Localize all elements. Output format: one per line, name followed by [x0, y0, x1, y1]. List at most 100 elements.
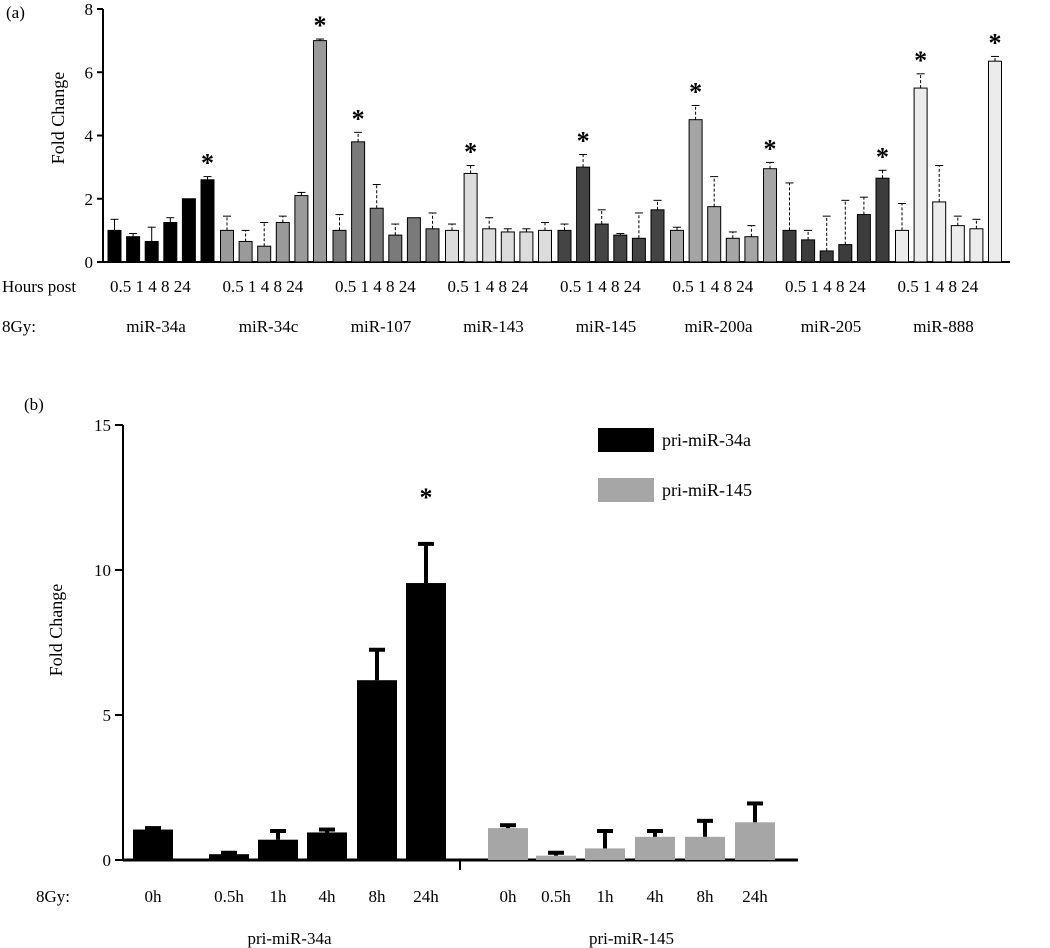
bar-mir-143-5	[538, 229, 552, 263]
panel-a-row-label-dose: 8Gy:	[2, 317, 36, 336]
bar-pri-mir-34a-3	[307, 832, 347, 860]
panel-a-group-label-mir-107: miR-107	[351, 317, 412, 336]
bar-mir-34c-1	[238, 240, 253, 263]
bar-mir-205-5	[875, 177, 890, 263]
bar-mir-143-4	[519, 231, 534, 263]
panel-b-y-tick-label: 5	[103, 706, 112, 725]
panel-b-y-tick-label: 15	[94, 416, 111, 435]
panel-b-group-label-pri-mir-145: pri-miR-145	[589, 929, 674, 948]
bar-mir-107-5	[425, 228, 440, 263]
panel-a-y-tick-label: 4	[85, 127, 94, 146]
panel-b-x-tick-label-pri-mir-34a: 4h	[319, 887, 337, 906]
bar-mir-145-0	[557, 229, 572, 263]
bar-mir-200a-5	[763, 168, 777, 263]
bar-mir-145-1	[576, 166, 591, 263]
panel-a-y-tick-label: 2	[85, 190, 94, 209]
bar-mir-205-2	[819, 250, 834, 263]
bar-mir-107-2	[369, 207, 384, 263]
panel-a-time-labels-mir-34a: 0.5 1 4 8 24	[110, 277, 191, 296]
legend-label-pri-miR-34a: pri-miR-34a	[662, 430, 751, 450]
bar-pri-mir-145-4	[685, 836, 725, 860]
panel-a-group-label-mir-888: miR-888	[913, 317, 973, 336]
significance-star-mir-143: *	[464, 138, 477, 167]
legend-label-pri-miR-145: pri-miR-145	[662, 480, 752, 500]
significance-star-mir-34c: *	[314, 11, 327, 40]
bar-mir-34c-3	[275, 221, 290, 263]
bar-pri-mir-34a-2	[258, 839, 298, 860]
panel-a-y-tick-label: 0	[85, 253, 94, 272]
significance-star-pri-mir-34a: *	[420, 483, 433, 512]
significance-star-mir-205: *	[876, 142, 889, 171]
significance-star-mir-888: *	[989, 28, 1002, 57]
bar-mir-34c-0	[220, 229, 234, 263]
panel-a-y-tick-label: 6	[85, 63, 94, 82]
bar-mir-888-0	[895, 229, 909, 263]
panel-b-y-axis-title: Fold Change	[46, 584, 66, 677]
bar-mir-107-1	[351, 141, 366, 263]
panel-a-group-label-mir-145: miR-145	[576, 317, 636, 336]
bar-mir-143-1	[463, 172, 478, 263]
bar-mir-34a-5	[200, 179, 215, 263]
panel-a-y-axis-title: Fold Change	[48, 72, 68, 165]
panel-b-x-tick-label-pri-mir-145: 4h	[647, 887, 665, 906]
bar-mir-107-0	[332, 229, 347, 263]
panel-b-x-tick-label-pri-mir-145: 0.5h	[541, 887, 571, 906]
panel-a-group-label-mir-34a: miR-34a	[126, 317, 186, 336]
bar-mir-888-5	[988, 60, 1002, 263]
bar-mir-34a-2	[144, 240, 159, 263]
bar-mir-34a-4	[181, 198, 196, 263]
bar-mir-145-3	[613, 234, 628, 263]
panel-b-group-label-pri-mir-34a: pri-miR-34a	[247, 929, 331, 948]
panel-a-group-label-mir-143: miR-143	[463, 317, 523, 336]
bar-pri-mir-145-5	[735, 822, 775, 860]
bar-pri-mir-34a-5	[406, 583, 446, 860]
bar-pri-mir-145-2	[585, 848, 625, 860]
bar-mir-888-2	[932, 201, 947, 263]
panel-a-time-labels-mir-888: 0.5 1 4 8 24	[898, 277, 979, 296]
bar-mir-143-2	[482, 228, 497, 263]
bar-mir-107-4	[406, 217, 421, 263]
significance-star-mir-200a: *	[689, 77, 702, 106]
panel-b-x-tick-label-pri-mir-34a: 0h	[145, 887, 163, 906]
panel-b-x-tick-label-pri-mir-34a: 1h	[270, 887, 288, 906]
panel-b-x-labels: 0h 0.5h 1h 4h 8h 24h pri-miR-34a 0h 0.5h 1h 4h 8h 24…	[145, 887, 769, 948]
significance-star-mir-107: *	[352, 104, 365, 133]
bar-pri-mir-34a-4	[357, 680, 397, 860]
panel-a: (a) Fold Change 0 2 4 6 8 * * * * * * * * * * Hours p…	[2, 0, 1010, 336]
bar-mir-200a-4	[744, 236, 759, 263]
bar-mir-205-4	[856, 214, 871, 263]
panel-b-x-tick-label-pri-mir-145: 24h	[742, 887, 768, 906]
panel-a-time-labels-mir-145: 0.5 1 4 8 24	[560, 277, 641, 296]
panel-a-time-labels-mir-34c: 0.5 1 4 8 24	[223, 277, 304, 296]
panel-b: (b) Fold Change 0 5 10 15 * pri-miR-34a pri…	[24, 395, 798, 948]
bar-mir-34c-5	[313, 40, 327, 263]
significance-star-mir-145: *	[577, 126, 590, 155]
panel-b-row-label-dose: 8Gy:	[36, 887, 70, 906]
bar-mir-145-2	[594, 223, 609, 263]
bar-mir-888-1	[913, 87, 928, 263]
bar-mir-205-1	[801, 239, 816, 263]
significance-star-mir-888: *	[914, 46, 927, 75]
bar-mir-34a-3	[163, 221, 178, 263]
bar-mir-200a-3	[725, 237, 740, 263]
bar-mir-143-3	[500, 231, 515, 263]
bar-mir-205-3	[838, 244, 853, 263]
panel-a-time-labels-mir-200a: 0.5 1 4 8 24	[673, 277, 754, 296]
panel-a-y-tick-label: 8	[85, 0, 94, 19]
bar-mir-34a-1	[126, 236, 141, 263]
panel-a-row-label-hours: Hours post	[2, 277, 76, 296]
significance-star-mir-200a: *	[764, 134, 777, 163]
bar-mir-145-5	[650, 209, 665, 263]
panel-b-label: (b)	[24, 395, 44, 414]
panel-b-bars: *	[133, 483, 775, 860]
panel-a-x-labels: 0.5 1 4 8 24 miR-34a 0.5 1 4 8 24 miR-34c 0.…	[110, 277, 979, 336]
panel-b-x-tick-label-pri-mir-145: 8h	[697, 887, 715, 906]
panel-b-x-tick-label-pri-mir-34a: 0.5h	[214, 887, 244, 906]
panel-b-x-tick-label-pri-mir-145: 0h	[500, 887, 518, 906]
panel-b-x-tick-label-pri-mir-34a: 24h	[413, 887, 439, 906]
bar-mir-145-4	[631, 237, 646, 263]
panel-a-group-label-mir-205: miR-205	[801, 317, 861, 336]
panel-a-group-label-mir-200a: miR-200a	[685, 317, 753, 336]
bar-mir-107-3	[388, 234, 403, 263]
